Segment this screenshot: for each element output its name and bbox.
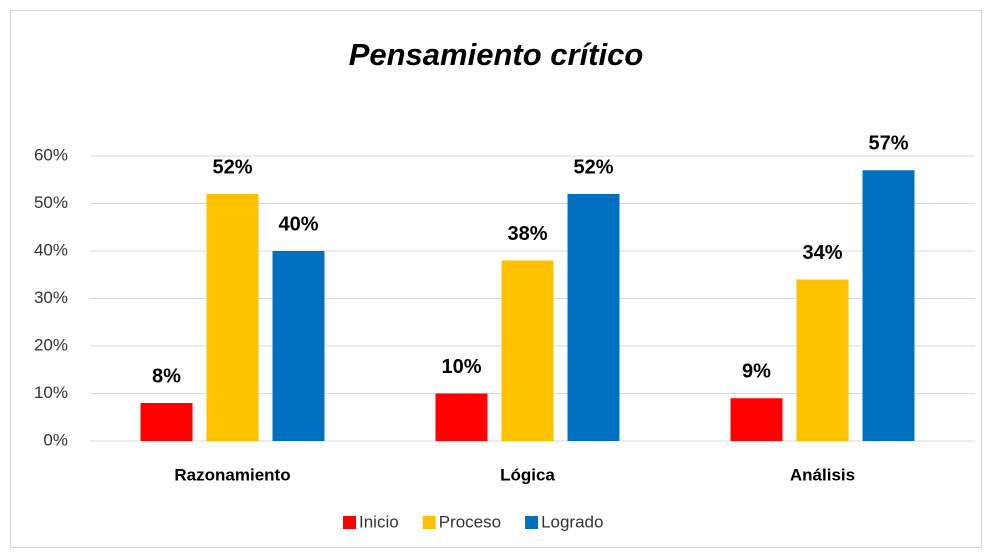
legend-label: Inicio — [359, 512, 399, 531]
x-tick-label: Razonamiento — [174, 465, 290, 484]
data-label: 8% — [152, 365, 181, 387]
bar — [140, 403, 193, 441]
y-tick-label: 20% — [34, 335, 68, 354]
y-tick-label: 60% — [34, 145, 68, 164]
legend-swatch — [525, 516, 539, 529]
bar — [435, 393, 488, 441]
data-label: 38% — [507, 223, 547, 245]
y-tick-label: 10% — [34, 383, 68, 402]
data-label: 9% — [742, 361, 771, 383]
chart-border — [10, 10, 982, 548]
y-tick-label: 40% — [34, 240, 68, 259]
data-label: 57% — [868, 133, 908, 155]
chart-title: Pensamiento crítico — [349, 37, 644, 72]
bar — [730, 398, 783, 441]
data-label: 52% — [212, 156, 252, 178]
x-tick-label: Análisis — [790, 465, 855, 484]
bar — [796, 279, 849, 441]
data-label: 10% — [441, 356, 481, 378]
bar — [567, 194, 620, 441]
y-tick-label: 50% — [34, 193, 68, 212]
bar — [206, 194, 259, 441]
x-tick-label: Lógica — [500, 465, 555, 484]
legend-label: Logrado — [541, 512, 603, 531]
legend-swatch — [422, 516, 436, 529]
bar — [501, 260, 554, 441]
y-tick-label: 30% — [34, 288, 68, 307]
bar — [862, 170, 915, 441]
data-label: 52% — [573, 156, 613, 178]
y-tick-label: 0% — [43, 430, 68, 449]
legend-swatch — [343, 516, 356, 529]
bar — [272, 251, 325, 441]
data-label: 40% — [278, 213, 318, 235]
data-label: 34% — [802, 242, 842, 264]
legend-label: Proceso — [439, 512, 501, 531]
